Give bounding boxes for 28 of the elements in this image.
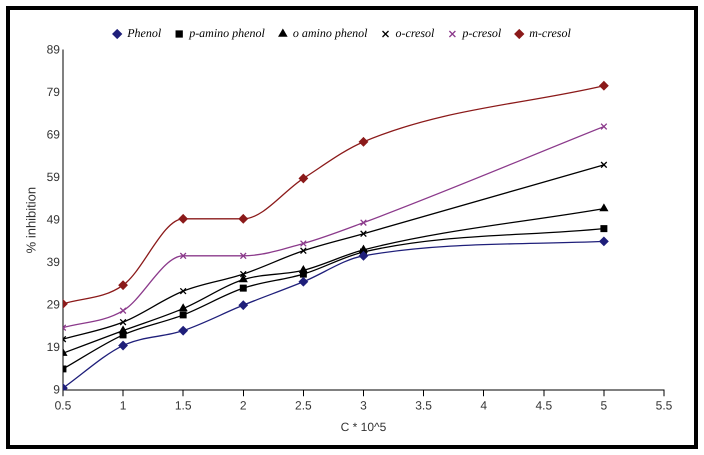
y-tick-label: 79 — [46, 84, 60, 99]
x-tick-label: 4 — [480, 398, 488, 413]
x-tick-label: 5 — [600, 398, 608, 413]
x-tick-label: 0.5 — [54, 398, 72, 413]
y-tick-label: 29 — [46, 297, 60, 312]
legend-label: m-cresol — [529, 26, 572, 40]
x-tick-label: 2.5 — [295, 398, 312, 413]
x-tick-label: 3 — [360, 398, 368, 413]
y-tick-label: 39 — [46, 254, 60, 269]
y-tick-label: 89 — [46, 42, 60, 56]
x-tick-label: 4.5 — [535, 398, 552, 413]
x-tick-label: 1 — [120, 398, 127, 413]
y-axis-title: % inhibition — [23, 186, 38, 254]
legend-label: p-amino phenol — [188, 26, 266, 40]
x-tick-label: 3.5 — [415, 398, 432, 413]
legend-label: o amino phenol — [292, 26, 368, 40]
y-tick-label: 69 — [46, 127, 60, 142]
y-tick-label: 9 — [53, 382, 60, 397]
y-tick-label: 19 — [46, 340, 60, 354]
y-tick-label: 59 — [46, 170, 60, 184]
x-tick-label: 5.5 — [656, 398, 673, 413]
legend-label: o-cresol — [396, 26, 436, 40]
legend-label: Phenol — [126, 26, 162, 40]
legend-label: p-cresol — [461, 26, 502, 40]
x-axis-title: C * 10^5 — [340, 420, 387, 434]
x-tick-label: 2 — [240, 398, 247, 413]
x-tick-label: 1.5 — [174, 398, 192, 413]
y-tick-label: 49 — [46, 212, 60, 226]
